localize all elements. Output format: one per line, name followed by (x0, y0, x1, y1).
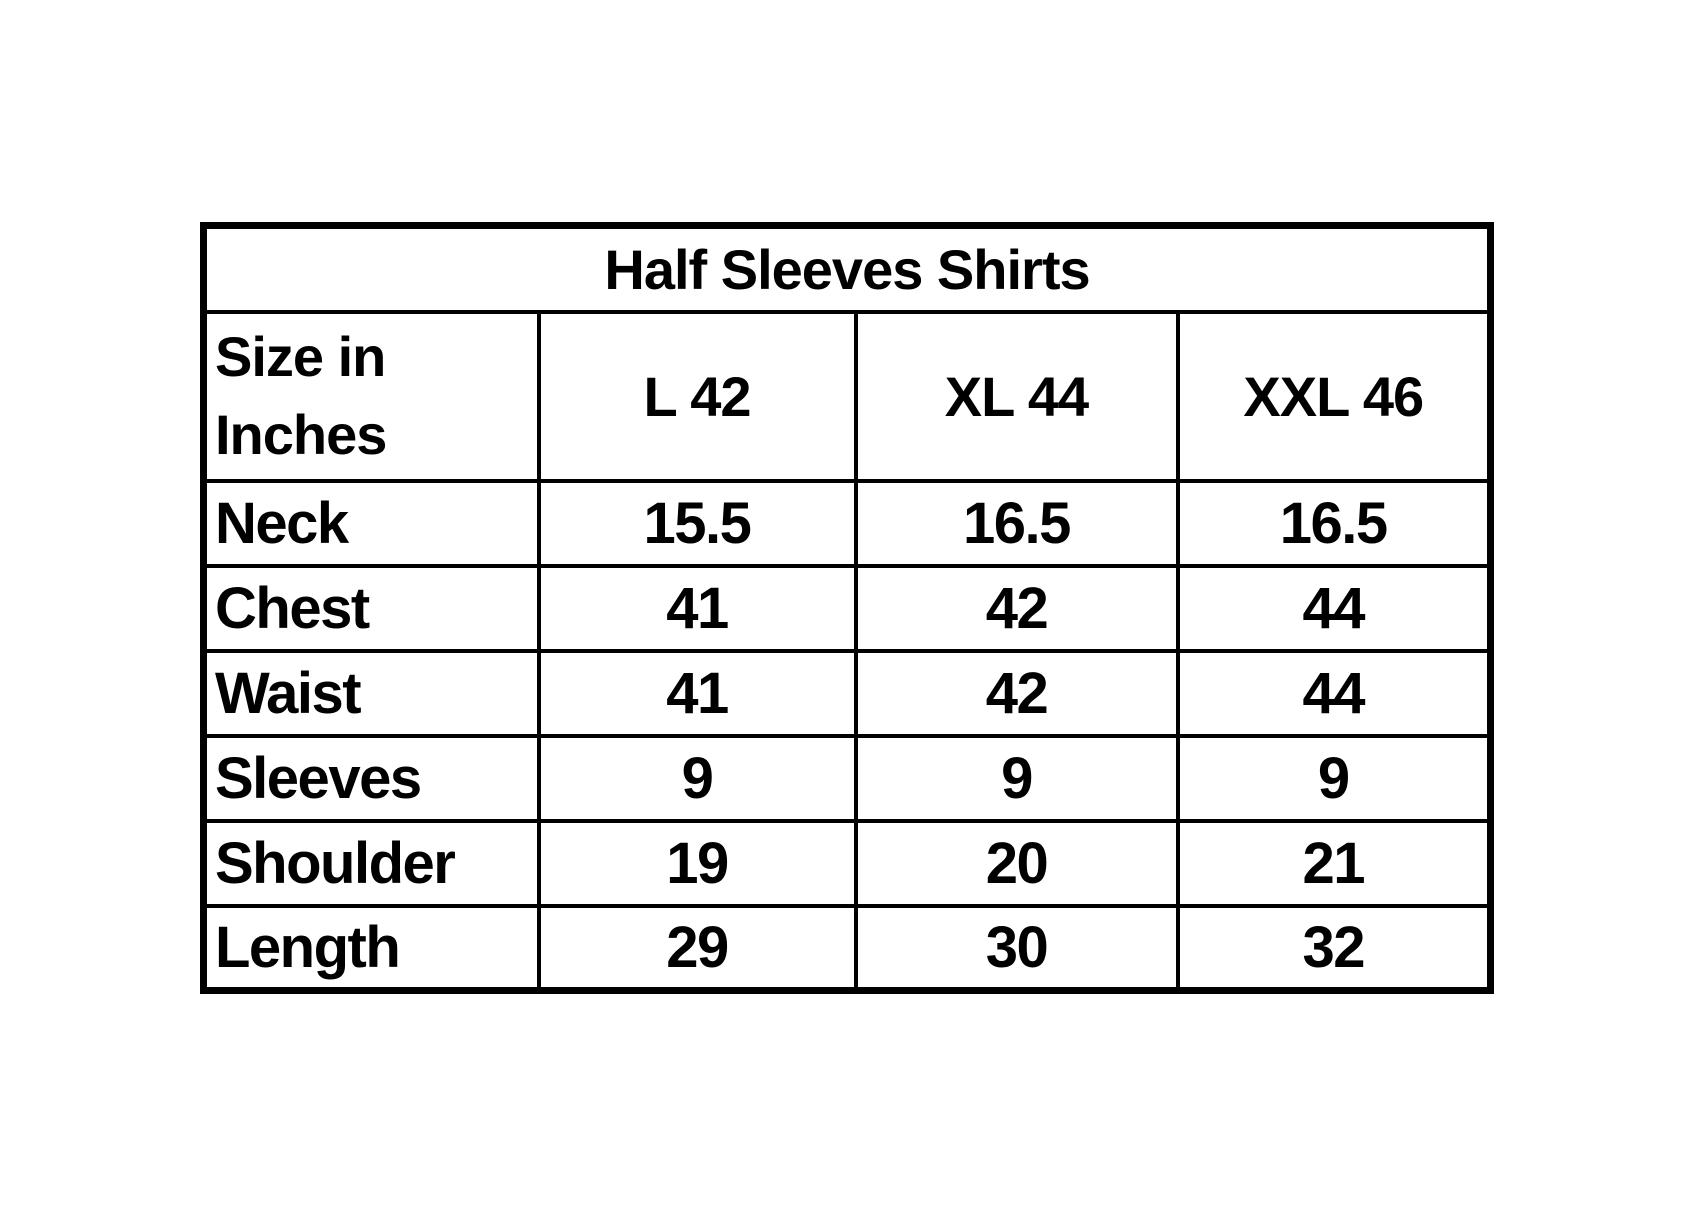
cell-length-xxl46: 32 (1175, 903, 1493, 993)
cell-sleeves-l42: 9 (536, 733, 858, 823)
cell-chest-xl44: 42 (853, 563, 1180, 653)
row-label-sleeves: Sleeves (201, 733, 541, 823)
table-header-row: Size in Inches L 42 XL 44 XXL 46 (201, 309, 1493, 483)
cell-length-l42: 29 (536, 903, 858, 993)
column-header-xl-44: XL 44 (853, 309, 1180, 483)
table-row-chest: Chest 41 42 44 (201, 563, 1493, 653)
table-row-length: Length 29 30 32 (201, 903, 1493, 993)
cell-shoulder-l42: 19 (536, 818, 858, 908)
table-title: Half Sleeves Shirts (201, 223, 1493, 314)
cell-waist-l42: 41 (536, 648, 858, 738)
cell-waist-xl44: 42 (853, 648, 1180, 738)
row-label-shoulder: Shoulder (201, 818, 541, 908)
cell-chest-xxl46: 44 (1175, 563, 1493, 653)
size-chart-table: Half Sleeves Shirts Size in Inches L 42 … (200, 222, 1494, 994)
row-label-chest: Chest (201, 563, 541, 653)
cell-neck-xl44: 16.5 (853, 478, 1180, 568)
cell-sleeves-xxl46: 9 (1175, 733, 1493, 823)
cell-neck-xxl46: 16.5 (1175, 478, 1493, 568)
table-row-shoulder: Shoulder 19 20 21 (201, 818, 1493, 908)
cell-shoulder-xl44: 20 (853, 818, 1180, 908)
row-label-length: Length (201, 903, 541, 993)
cell-neck-l42: 15.5 (536, 478, 858, 568)
row-label-waist: Waist (201, 648, 541, 738)
row-label-neck: Neck (201, 478, 541, 568)
table-row-waist: Waist 41 42 44 (201, 648, 1493, 738)
column-header-l-42: L 42 (536, 309, 858, 483)
cell-shoulder-xxl46: 21 (1175, 818, 1493, 908)
table-row-neck: Neck 15.5 16.5 16.5 (201, 478, 1493, 568)
cell-length-xl44: 30 (853, 903, 1180, 993)
column-header-xxl-46: XXL 46 (1175, 309, 1493, 483)
cell-waist-xxl46: 44 (1175, 648, 1493, 738)
table-row-sleeves: Sleeves 9 9 9 (201, 733, 1493, 823)
cell-chest-l42: 41 (536, 563, 858, 653)
cell-sleeves-xl44: 9 (853, 733, 1180, 823)
table-title-row: Half Sleeves Shirts (201, 223, 1493, 314)
row-header-size-in-inches: Size in Inches (201, 309, 541, 483)
